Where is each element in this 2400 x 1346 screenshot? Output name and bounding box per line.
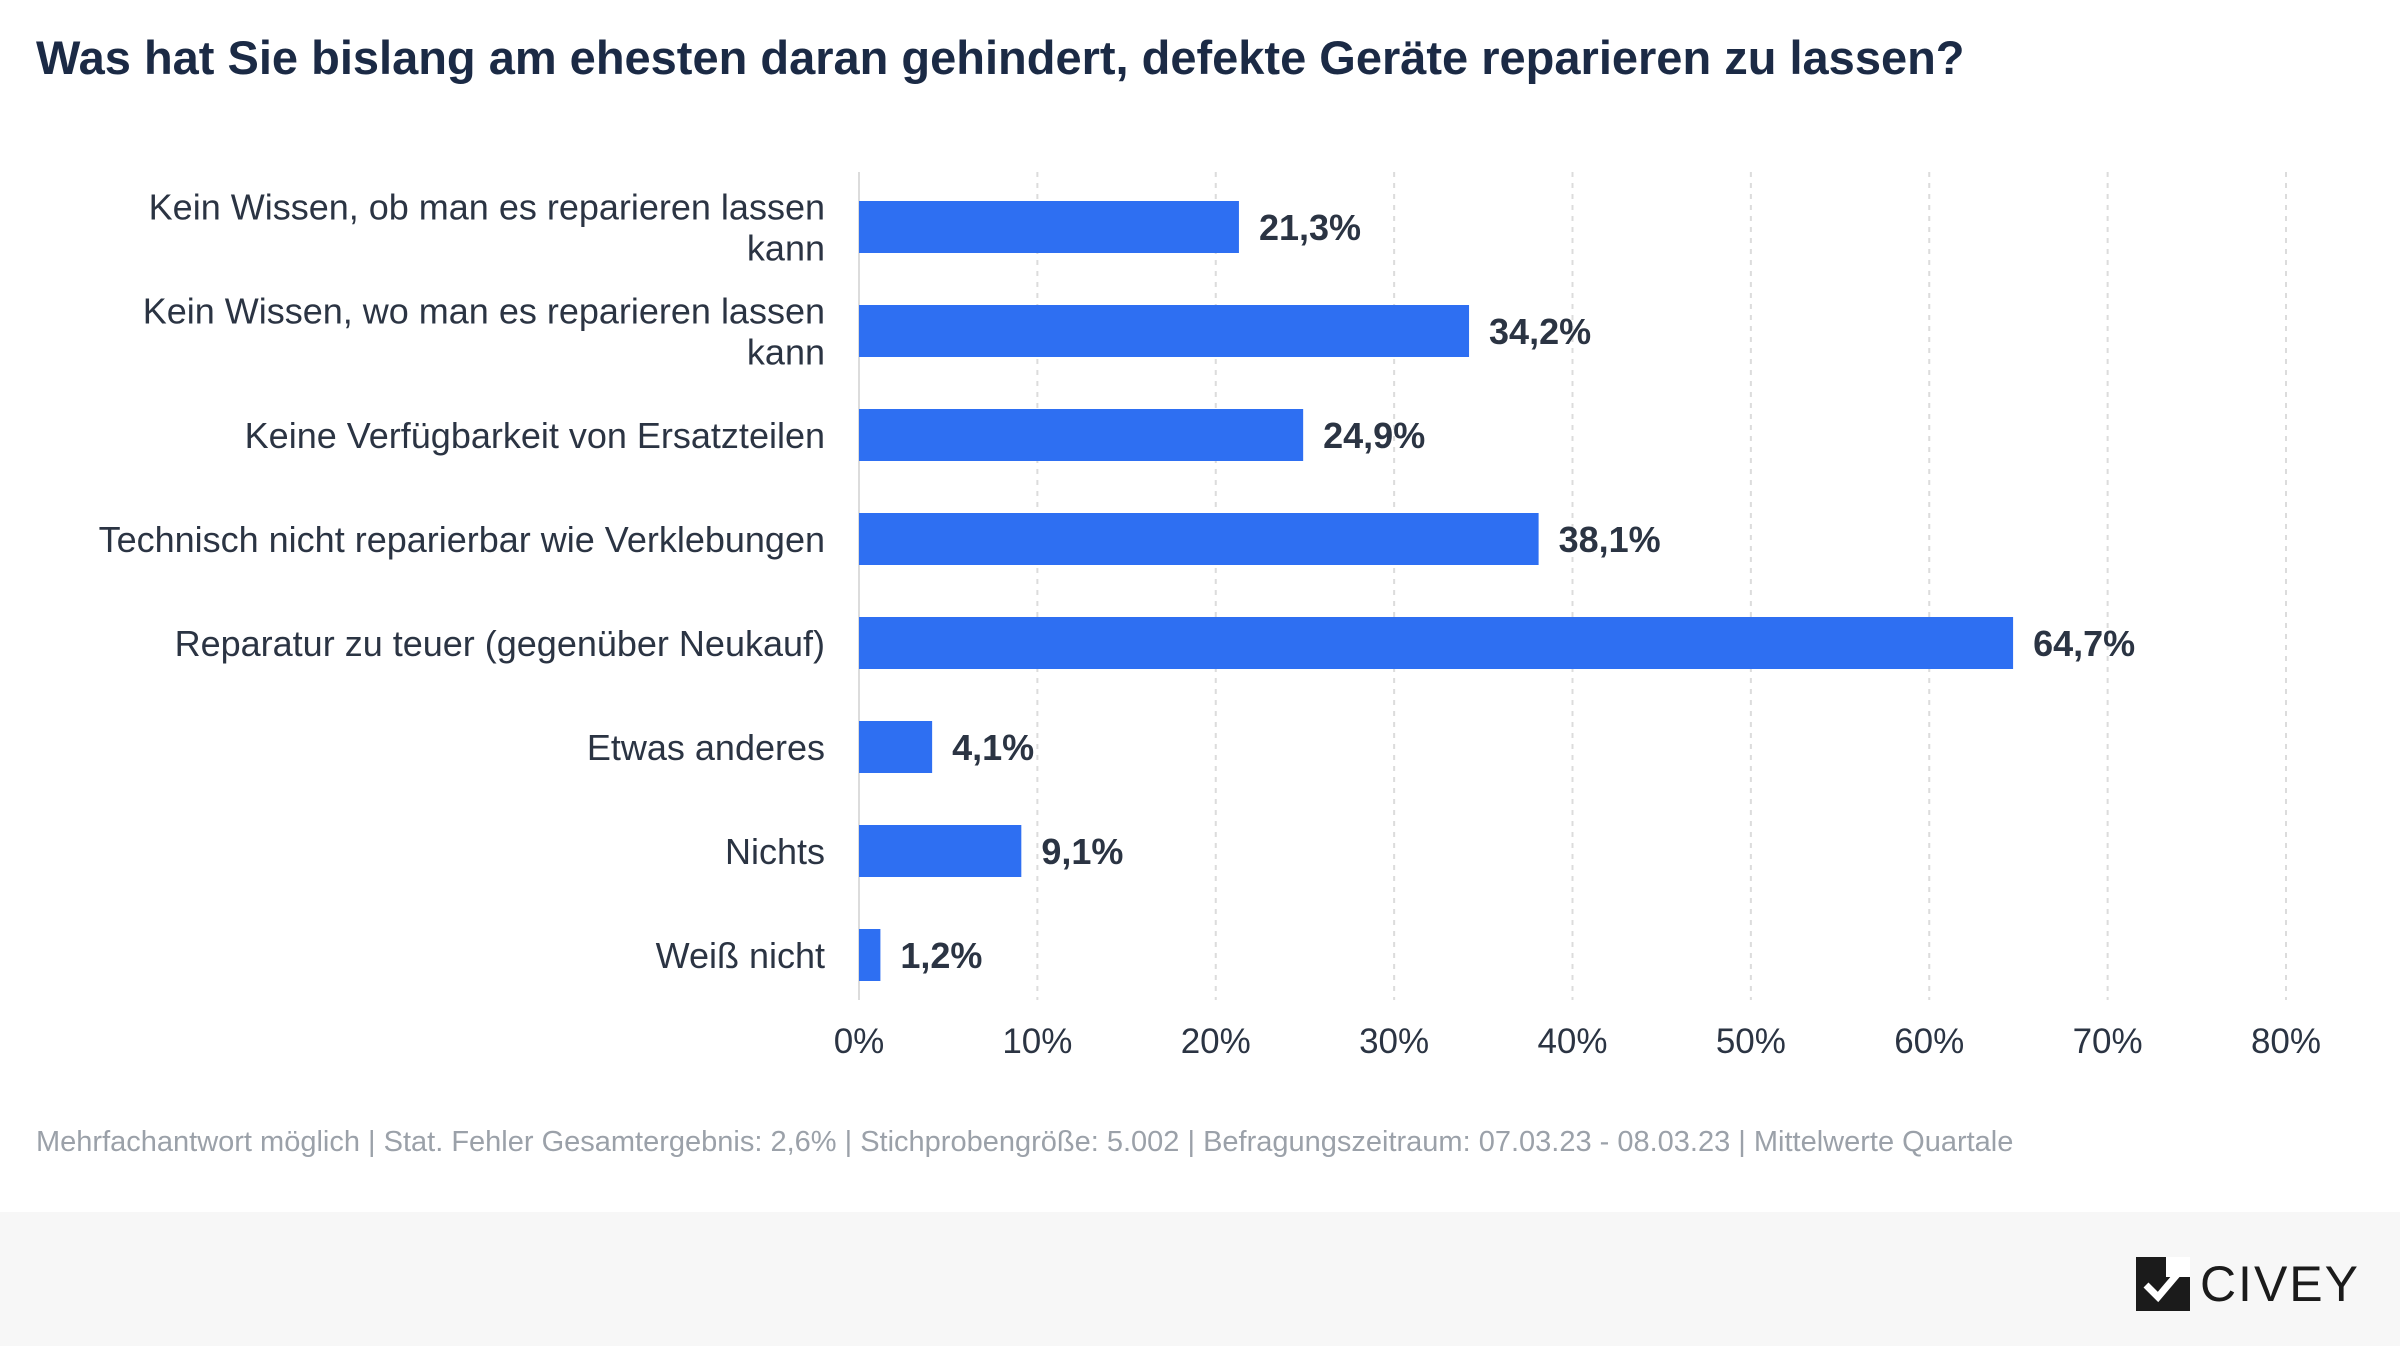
x-tick-label: 50%: [1716, 1022, 1786, 1061]
bar: [859, 929, 881, 981]
data-label: 34,2%: [1489, 311, 1591, 352]
footer-bar: CIVEY: [0, 1212, 2400, 1346]
x-tick-label: 10%: [1002, 1022, 1072, 1061]
category-label: Kein Wissen, wo man es reparieren lassen: [143, 291, 825, 332]
x-tick-label: 20%: [1181, 1022, 1251, 1061]
x-tick-label: 40%: [1537, 1022, 1607, 1061]
category-label: Etwas anderes: [587, 727, 825, 768]
civey-logo-icon: [2135, 1257, 2190, 1311]
bar: [859, 513, 1539, 565]
data-label: 38,1%: [1559, 519, 1661, 560]
chart-title: Was hat Sie bislang am ehesten daran geh…: [36, 31, 1965, 84]
data-label: 24,9%: [1323, 415, 1425, 456]
category-label: kann: [747, 228, 825, 269]
category-label: Weiß nicht: [656, 935, 825, 976]
category-label: Technisch nicht reparierbar wie Verklebu…: [99, 519, 825, 560]
data-label: 9,1%: [1041, 831, 1123, 872]
category-label: kann: [747, 332, 825, 373]
bar-chart: 21,3% Kein Wissen, ob man es reparieren l…: [99, 172, 2321, 1061]
bar: [859, 409, 1304, 461]
x-tick-label: 30%: [1359, 1022, 1429, 1061]
bar: [859, 617, 2014, 669]
bar: [859, 721, 933, 773]
x-tick-label: 60%: [1894, 1022, 1964, 1061]
data-label: 21,3%: [1259, 207, 1361, 248]
category-label: Nichts: [725, 831, 825, 872]
category-label: Kein Wissen, ob man es reparieren lassen: [149, 187, 825, 228]
x-tick-label: 70%: [2073, 1022, 2143, 1061]
x-tick-label: 80%: [2251, 1022, 2321, 1061]
category-label: Reparatur zu teuer (gegenüber Neukauf): [175, 623, 825, 664]
category-label: Keine Verfügbarkeit von Ersatzteilen: [245, 415, 825, 456]
footnote: Mehrfachantwort möglich | Stat. Fehler G…: [36, 1126, 2014, 1158]
x-tick-label: 0%: [834, 1022, 885, 1061]
data-label: 64,7%: [2033, 623, 2135, 664]
data-label: 4,1%: [952, 727, 1034, 768]
bar: [859, 825, 1022, 877]
bar: [859, 201, 1239, 253]
data-label: 1,2%: [900, 935, 982, 976]
bar: [859, 305, 1470, 357]
brand-name: CIVEY: [2199, 1256, 2360, 1312]
brand-logo[interactable]: CIVEY: [2135, 1256, 2360, 1312]
